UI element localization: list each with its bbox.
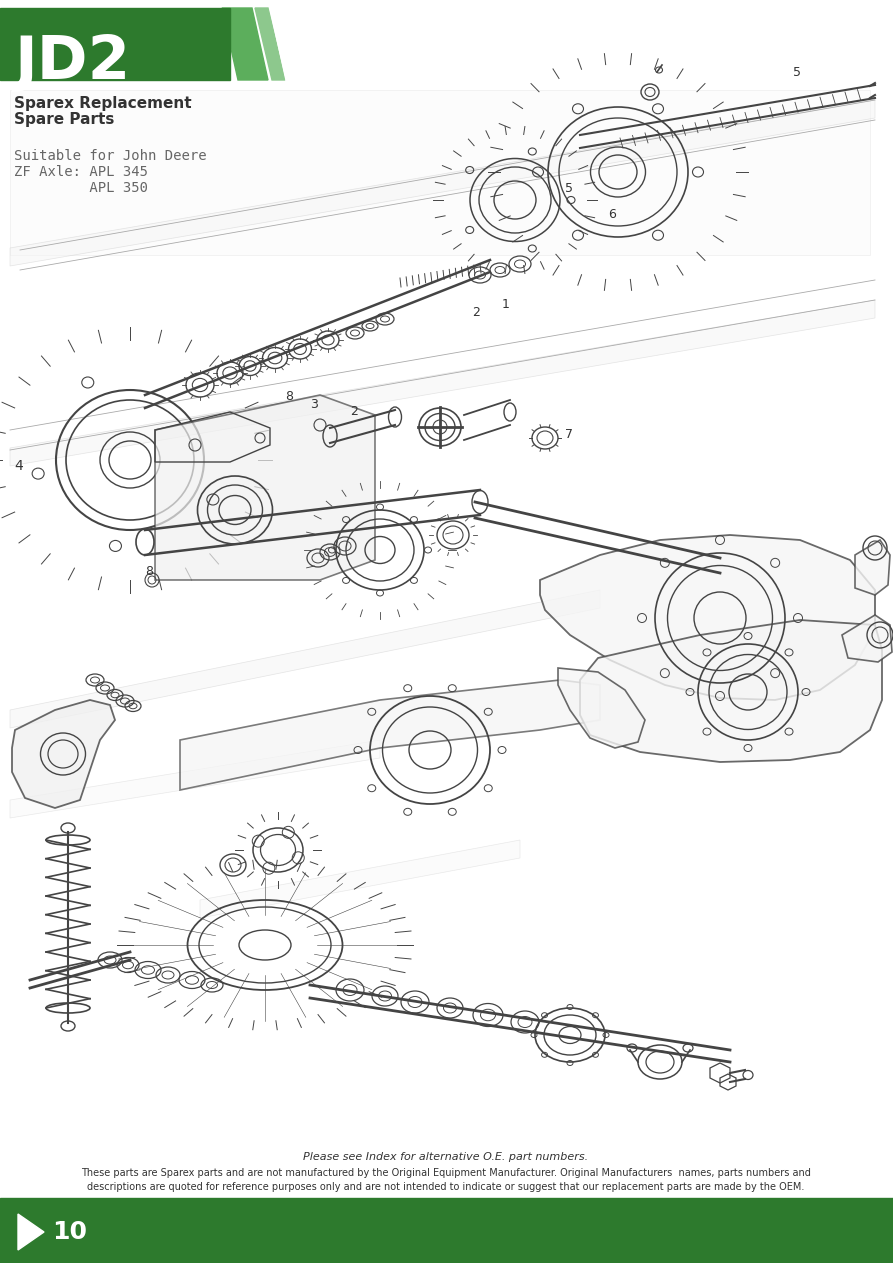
Bar: [0, 8, 230, 80]
Text: 5: 5: [793, 66, 801, 80]
Text: ZF Axle: APL 345: ZF Axle: APL 345: [14, 165, 148, 179]
Polygon shape: [842, 615, 892, 662]
Polygon shape: [270, 8, 294, 80]
Polygon shape: [558, 668, 645, 748]
Polygon shape: [155, 395, 375, 580]
Bar: [0, 1199, 893, 1263]
Polygon shape: [255, 8, 285, 80]
Polygon shape: [222, 8, 268, 80]
Text: APL 350: APL 350: [14, 181, 148, 195]
Text: Spare Parts: Spare Parts: [14, 112, 114, 128]
Text: 2: 2: [472, 306, 480, 320]
Polygon shape: [10, 301, 875, 466]
Text: 8: 8: [145, 565, 153, 578]
Text: descriptions are quoted for reference purposes only and are not intended to indi: descriptions are quoted for reference pu…: [88, 1182, 805, 1192]
Polygon shape: [580, 620, 882, 762]
Polygon shape: [10, 740, 380, 818]
Text: 7: 7: [565, 428, 573, 441]
Text: 3: 3: [310, 398, 318, 410]
Polygon shape: [18, 1214, 44, 1250]
Polygon shape: [12, 700, 115, 808]
Text: These parts are Sparex parts and are not manufactured by the Original Equipment : These parts are Sparex parts and are not…: [81, 1168, 811, 1178]
Polygon shape: [10, 90, 870, 255]
Text: 2: 2: [350, 405, 358, 418]
Polygon shape: [10, 100, 875, 266]
Text: 8: 8: [285, 390, 293, 403]
Bar: [0, 1146, 893, 1195]
Text: Sparex Replacement: Sparex Replacement: [14, 96, 192, 111]
Text: Please see Index for alternative O.E. part numbers.: Please see Index for alternative O.E. pa…: [304, 1152, 588, 1162]
Polygon shape: [540, 536, 875, 700]
Text: 10: 10: [52, 1220, 87, 1244]
Text: 1: 1: [502, 298, 510, 311]
Text: 5: 5: [565, 182, 573, 195]
Polygon shape: [855, 541, 890, 595]
Polygon shape: [180, 679, 600, 789]
Text: Suitable for John Deere: Suitable for John Deere: [14, 149, 206, 163]
Text: 4: 4: [14, 458, 22, 474]
Polygon shape: [200, 840, 520, 918]
Text: 6: 6: [608, 208, 616, 221]
Polygon shape: [10, 590, 600, 727]
Text: JD2: JD2: [14, 33, 130, 91]
